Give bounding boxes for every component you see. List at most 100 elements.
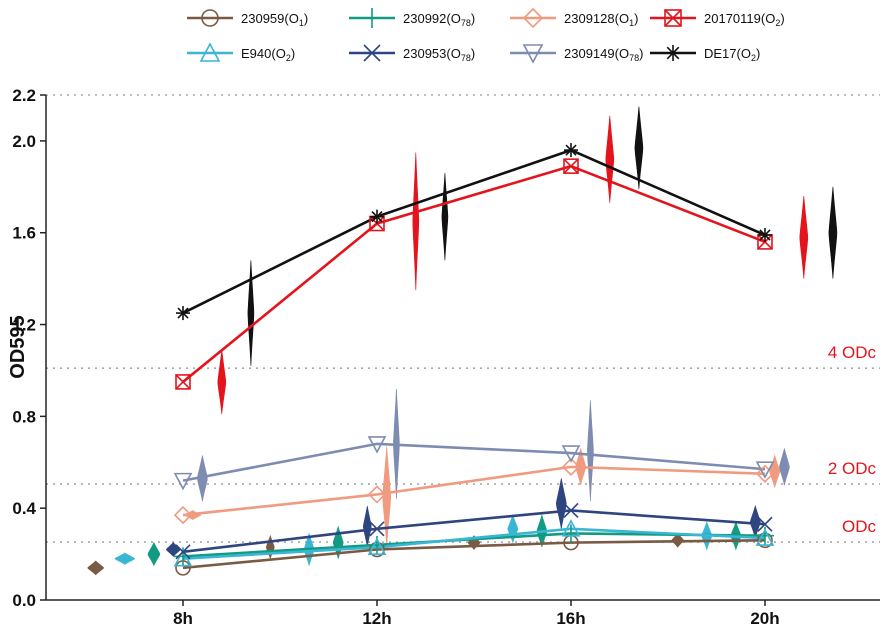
legend-item: DE17(O2): [650, 45, 760, 63]
data-point: [757, 516, 773, 532]
marker-stroke: [177, 307, 189, 319]
ticks: 0.0 0.4 0.8 1.2 1.6 2.0 2.2 8h 12h 16h 20h: [12, 86, 779, 628]
violin: [247, 260, 255, 366]
legend-label: 230992(O78): [403, 11, 475, 28]
data-point: [755, 464, 775, 483]
marker-shape: [201, 9, 219, 27]
marker-stroke: [175, 374, 191, 390]
legend-marker: [201, 9, 219, 27]
marker-shape: [367, 436, 387, 454]
legend-item: E940(O2): [187, 42, 295, 63]
violin: [441, 173, 449, 261]
marker-shape: [561, 457, 581, 476]
reference-label: 2 ODc: [828, 459, 877, 478]
y-axis-title: OD595: [7, 315, 29, 378]
reference-label: ODc: [842, 517, 877, 536]
data-point: [561, 457, 581, 476]
marker-shape: [561, 519, 581, 537]
y-tick-label: 2.2: [12, 86, 36, 105]
violin: [265, 534, 275, 560]
marker-stroke: [363, 44, 381, 62]
series-lines: [182, 148, 766, 570]
data-point: [173, 505, 193, 525]
marker-stroke: [757, 516, 773, 532]
marker-shape: [175, 374, 191, 390]
violin: [779, 448, 790, 486]
legend-marker: [522, 7, 544, 29]
violin: [587, 400, 594, 502]
legend-item: 20170119(O2): [650, 9, 785, 28]
marker-stroke: [664, 9, 682, 27]
data-point: [755, 461, 775, 479]
marker-stroke: [371, 211, 383, 223]
data-point: [176, 306, 190, 321]
x-tick-label: 12h: [362, 609, 391, 628]
violin: [412, 152, 420, 291]
violin: [114, 552, 136, 565]
legend-label: DE17(O2): [704, 46, 760, 63]
legend-label: 230953(O78): [403, 46, 475, 63]
marker-shape: [755, 464, 775, 483]
marker-stroke: [666, 46, 680, 60]
marker-stroke: [563, 158, 579, 174]
y-tick-label: 1.2: [12, 316, 36, 335]
violin: [605, 115, 615, 203]
data-point: [563, 502, 579, 519]
data-point: [563, 158, 579, 174]
marker-stroke: [175, 544, 191, 560]
violin: [165, 542, 181, 557]
legend: 230959(O1) 230992(O78) 2309128(O1) 20170119…: [187, 7, 785, 64]
reference-lines: 4 ODc 2 ODc ODc: [46, 94, 880, 543]
legend-label: 230959(O1): [241, 11, 308, 28]
violin: [828, 186, 838, 279]
violin-distributions: [87, 106, 838, 576]
y-tick-label: 0.4: [12, 499, 36, 518]
violin: [217, 349, 227, 415]
violin: [147, 541, 161, 567]
series-markers: [173, 143, 775, 576]
marker-stroke: [759, 229, 771, 241]
legend-marker: [664, 9, 682, 27]
series-line: [182, 509, 766, 554]
marker-shape: [755, 528, 775, 546]
data-point: [173, 472, 193, 491]
data-point: [367, 537, 387, 556]
y-tick-label: 0.8: [12, 407, 36, 426]
legend-item: 2309128(O1): [510, 7, 638, 29]
reference-label: 4 ODc: [828, 343, 877, 362]
data-point: [561, 519, 581, 537]
series-line: [182, 465, 766, 517]
violin: [362, 505, 372, 548]
marker-shape: [199, 42, 221, 62]
legend-marker: [199, 42, 221, 62]
axes: OD595: [7, 95, 880, 601]
legend-marker: [665, 45, 681, 61]
data-point: [367, 436, 387, 454]
y-tick-label: 1.6: [12, 224, 36, 243]
marker-stroke: [369, 521, 385, 537]
marker-shape: [522, 7, 544, 29]
series-line: [182, 442, 766, 482]
legend-label: E940(O2): [241, 46, 295, 63]
legend-marker: [363, 44, 381, 62]
violin: [87, 560, 105, 576]
legend-marker: [362, 8, 382, 28]
data-point: [367, 485, 387, 504]
marker-shape: [173, 505, 193, 525]
marker-stroke: [563, 502, 579, 519]
data-point: [755, 528, 775, 546]
marker-shape: [755, 461, 775, 479]
marker-shape: [367, 537, 387, 556]
data-point: [369, 521, 385, 537]
violin: [382, 446, 392, 548]
data-point: [175, 544, 191, 560]
marker-shape: [522, 44, 544, 64]
series-line: [182, 539, 766, 570]
x-tick-label: 8h: [173, 609, 193, 628]
data-point: [370, 209, 384, 224]
legend-item: 230953(O78): [349, 44, 475, 63]
violin: [507, 514, 519, 544]
data-point: [175, 374, 191, 390]
data-point: [564, 143, 578, 158]
